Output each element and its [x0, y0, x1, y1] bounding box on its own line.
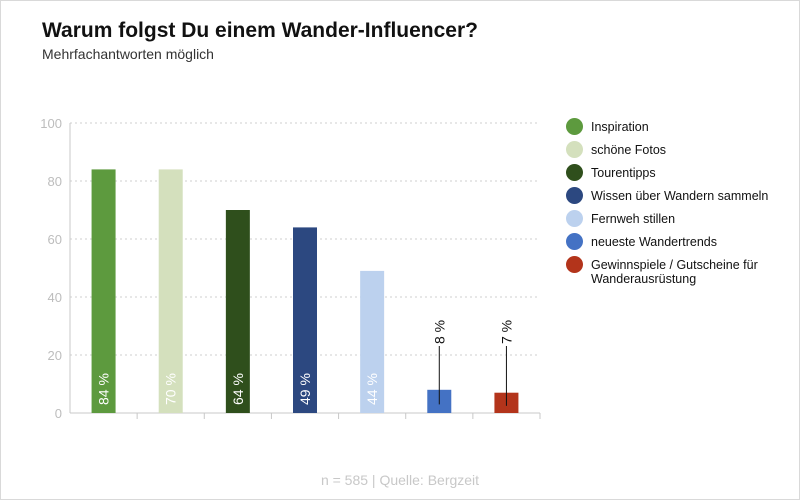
legend-item: Tourentipps	[566, 164, 796, 181]
legend-label: Wissen über Wandern sammeln	[591, 189, 769, 203]
value-label: 44 %	[364, 373, 380, 405]
legend-label: Tourentipps	[591, 166, 656, 180]
legend: Inspiration schöne Fotos Tourentipps Wissen…	[566, 118, 796, 292]
legend-item: Gewinnspiele / Gutscheine für Wanderausr…	[566, 256, 796, 286]
value-label: 64 %	[230, 373, 246, 405]
legend-swatch	[566, 141, 583, 158]
value-label: 70 %	[163, 373, 179, 405]
legend-label: Fernweh stillen	[591, 212, 676, 226]
value-label: 84 %	[96, 373, 112, 405]
value-label: 7 %	[498, 320, 514, 344]
y-tick-label: 0	[55, 406, 62, 421]
y-tick-label: 100	[40, 116, 62, 131]
y-tick-label: 80	[48, 174, 62, 189]
legend-swatch	[566, 164, 583, 181]
legend-item: neueste Wandertrends	[566, 233, 796, 250]
legend-item: Inspiration	[566, 118, 796, 135]
legend-swatch	[566, 187, 583, 204]
chart-title: Warum folgst Du einem Wander-Influencer?	[42, 19, 478, 42]
legend-swatch	[566, 233, 583, 250]
legend-swatch	[566, 210, 583, 227]
legend-label: Gewinnspiele / Gutscheine für Wanderausr…	[591, 258, 758, 286]
legend-item: Wissen über Wandern sammeln	[566, 187, 796, 204]
value-label: 49 %	[297, 373, 313, 405]
bar	[158, 169, 183, 413]
bar	[91, 169, 116, 413]
y-tick-label: 20	[48, 348, 62, 363]
chart-subtitle: Mehrfachantworten möglich	[42, 46, 214, 62]
y-tick-label: 60	[48, 232, 62, 247]
bar	[360, 270, 385, 413]
legend-label: schöne Fotos	[591, 143, 667, 157]
legend-label: Inspiration	[591, 120, 649, 134]
legend-label: neueste Wandertrends	[591, 235, 718, 249]
legend-item: Fernweh stillen	[566, 210, 796, 227]
y-tick-label: 40	[48, 290, 62, 305]
value-label: 8 %	[431, 320, 447, 344]
source-note: n = 585 | Quelle: Bergzeit	[320, 472, 480, 488]
legend-item: schöne Fotos	[566, 141, 796, 158]
bar	[293, 227, 317, 413]
legend-swatch	[566, 118, 583, 135]
legend-swatch	[566, 256, 583, 273]
bar	[225, 210, 250, 413]
